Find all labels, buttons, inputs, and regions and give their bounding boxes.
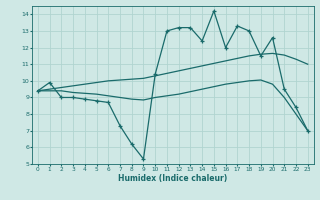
X-axis label: Humidex (Indice chaleur): Humidex (Indice chaleur) [118,174,228,183]
